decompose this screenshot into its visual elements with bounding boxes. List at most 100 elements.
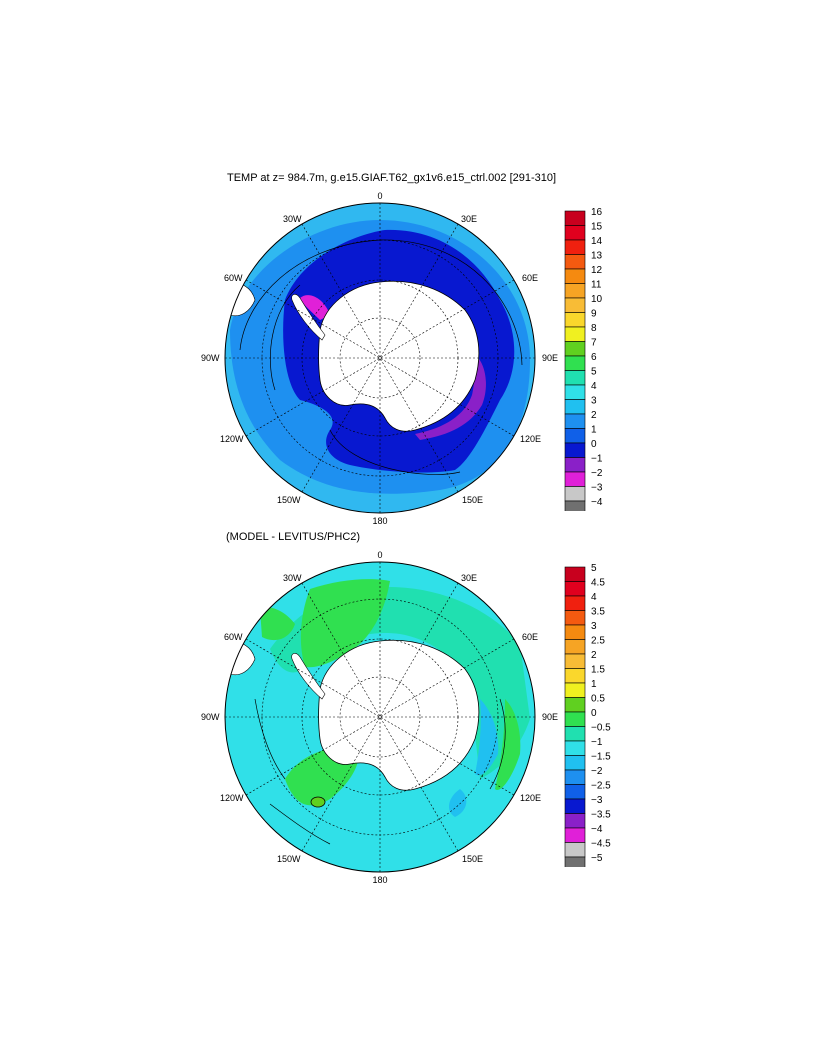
lon-label-180: 180: [372, 875, 387, 885]
colorbar-label: 5: [591, 367, 597, 378]
contour-line: [269, 803, 331, 845]
panel-1-title: TEMP at z= 984.7m, g.e15.GIAF.T62_gx1v6.…: [227, 172, 557, 184]
colorbar-swatch: [564, 668, 586, 684]
colorbar-swatch: [564, 682, 586, 698]
colorbar-swatch: [564, 610, 586, 626]
contour-line: [270, 284, 301, 391]
colorbar-label: 13: [591, 251, 603, 262]
colorbar-swatch: [564, 784, 586, 800]
colorbar-label: −5: [591, 853, 603, 864]
ocean-region-green: [495, 699, 521, 790]
colorbar-label: 1: [591, 679, 597, 690]
colorbar-swatch: [564, 842, 586, 858]
lon-label-90e: 90E: [542, 712, 558, 722]
colorbar-label: −0.5: [591, 723, 611, 734]
colorbar-swatch: [564, 312, 586, 328]
colorbar-swatch: [564, 384, 586, 400]
map-border: [224, 561, 536, 873]
colorbar-label: 16: [591, 207, 603, 218]
colorbar-label: 3: [591, 396, 597, 407]
colorbar-label: 4: [591, 381, 597, 392]
colorbar-label: 3: [591, 621, 597, 632]
colorbar-swatch: [564, 827, 586, 843]
colorbar-label: −3: [591, 483, 603, 494]
colorbar-label: 6: [591, 352, 597, 363]
colorbar-label: 3.5: [591, 607, 605, 618]
colorbar-label: 4: [591, 592, 597, 603]
difference-polar-map: 0 180 90W 90E 30W 30E 60W 60E 120W 120E …: [201, 550, 558, 885]
colorbar-swatch: [564, 500, 586, 511]
purple-zone: [415, 355, 486, 440]
lon-label-30w: 30W: [283, 214, 302, 224]
colorbar-label: 9: [591, 309, 597, 320]
lon-label-30e: 30E: [461, 214, 477, 224]
map-border: [224, 202, 536, 514]
contour-line: [254, 698, 286, 780]
colorbar-label: −2: [591, 468, 603, 479]
colorbar-swatch: [564, 566, 586, 582]
colorbar-label: −4: [591, 824, 603, 835]
graticule: [225, 562, 535, 872]
lon-label-150e: 150E: [462, 854, 483, 864]
temperature-polar-map: 0 180 90W 90E 30W 30E 60W 60E 120W 120E …: [201, 191, 558, 526]
ocean-region-green: [300, 579, 390, 668]
colorbar-label: −4.5: [591, 839, 611, 850]
magenta-zone: [300, 295, 330, 320]
lon-label-90e: 90E: [542, 353, 558, 363]
lon-label-90w: 90W: [201, 712, 220, 722]
colorbar-swatch: [564, 210, 586, 226]
colorbar-label: 2.5: [591, 636, 605, 647]
lon-label-120e: 120E: [520, 434, 541, 444]
colorbar-swatch: [564, 581, 586, 597]
lon-label-60w: 60W: [224, 273, 243, 283]
colorbar-swatch: [564, 697, 586, 713]
colorbar-label: 11: [591, 280, 602, 291]
antarctic-peninsula: [291, 653, 326, 700]
colorbar-swatch: [564, 726, 586, 742]
colorbar-swatch: [564, 813, 586, 829]
colorbar-label: −2: [591, 766, 603, 777]
antarctica-land: [318, 280, 480, 432]
colorbar-swatch: [564, 595, 586, 611]
colorbar-label: −4: [591, 497, 603, 508]
lon-label-120e: 120E: [520, 793, 541, 803]
colorbar-label: −1.5: [591, 752, 611, 763]
lon-label-90w: 90W: [201, 353, 220, 363]
colorbar-swatch: [564, 755, 586, 771]
lon-label-30e: 30E: [461, 573, 477, 583]
colorbar-swatch: [564, 254, 586, 270]
colorbar-swatch: [564, 769, 586, 785]
colorbar-swatch: [564, 457, 586, 473]
colorbar-swatch: [564, 486, 586, 502]
lon-label-60e: 60E: [522, 632, 538, 642]
colorbar-label: 1.5: [591, 665, 605, 676]
colorbar-label: 12: [591, 265, 603, 276]
ocean-region-blue: [448, 789, 467, 817]
colorbar-swatch: [564, 856, 586, 867]
ocean-region-green: [260, 607, 295, 641]
colorbar-swatch: [564, 268, 586, 284]
lon-label-30w: 30W: [283, 573, 302, 583]
lon-label-0: 0: [377, 191, 382, 201]
panel-2-title: (MODEL - LEVITUS/PHC2): [226, 531, 361, 543]
lon-label-60w: 60W: [224, 632, 243, 642]
colorbar-swatch: [564, 355, 586, 371]
colorbar-swatch: [564, 326, 586, 342]
lon-label-180: 180: [372, 516, 387, 526]
colorbar-label: 8: [591, 323, 597, 334]
contour-line: [489, 698, 506, 790]
lon-label-150w: 150W: [277, 854, 301, 864]
colorbar-swatch: [564, 471, 586, 487]
colorbar-swatch: [564, 740, 586, 756]
graticule: [225, 203, 535, 513]
colorbar-swatch: [564, 399, 586, 415]
lon-label-60e: 60E: [522, 273, 538, 283]
lon-label-150w: 150W: [277, 495, 301, 505]
colorbar-label: 5: [591, 563, 597, 574]
ocean-region-blue: [475, 699, 499, 776]
colorbar-swatch: [564, 428, 586, 444]
colorbar-swatch: [564, 624, 586, 640]
colorbar-swatch: [564, 225, 586, 241]
colorbar-swatch: [564, 639, 586, 655]
antarctica-land: [318, 639, 480, 791]
